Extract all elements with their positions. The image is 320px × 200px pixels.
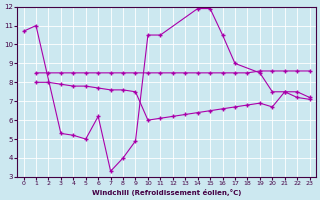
X-axis label: Windchill (Refroidissement éolien,°C): Windchill (Refroidissement éolien,°C)	[92, 189, 241, 196]
